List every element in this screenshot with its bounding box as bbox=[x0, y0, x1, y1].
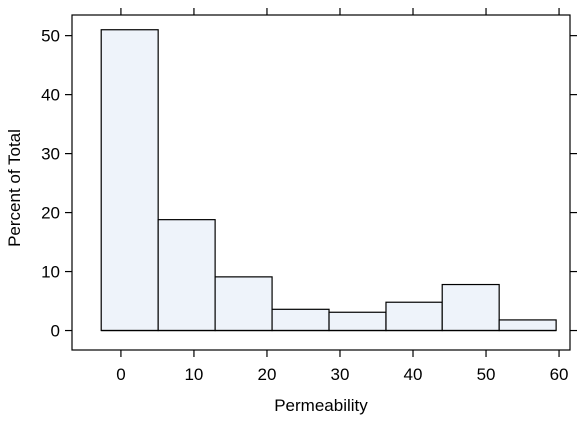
x-tick-label-0: 0 bbox=[116, 365, 125, 384]
histogram-bar-5 bbox=[328, 311, 387, 332]
x-tick-label-30: 30 bbox=[331, 365, 350, 384]
x-tick-label-40: 40 bbox=[404, 365, 423, 384]
histogram-bar-6 bbox=[385, 301, 443, 332]
x-tick-label-10: 10 bbox=[184, 365, 203, 384]
plot-area: 0 10 20 30 40 50 60 0 10 20 30 40 50 bbox=[41, 8, 577, 384]
x-tick-label-60: 60 bbox=[550, 365, 569, 384]
y-axis-title: Percent of Total bbox=[5, 129, 24, 247]
x-tick-label-20: 20 bbox=[258, 365, 277, 384]
histogram-bar-4 bbox=[271, 308, 330, 332]
histogram-bar-8 bbox=[498, 319, 557, 332]
y-tick-label-50: 50 bbox=[41, 27, 60, 46]
x-tick-label-50: 50 bbox=[477, 365, 496, 384]
histogram-bar-2 bbox=[157, 219, 216, 332]
y-tick-label-30: 30 bbox=[41, 145, 60, 164]
histogram-bar-1 bbox=[100, 29, 159, 332]
histogram-bar-3 bbox=[214, 276, 273, 332]
x-axis-title: Permeability bbox=[274, 396, 368, 415]
y-tick-label-10: 10 bbox=[41, 263, 60, 282]
y-tick-label-40: 40 bbox=[41, 86, 60, 105]
y-tick-label-0: 0 bbox=[51, 322, 60, 341]
histogram-bar-7 bbox=[441, 283, 500, 332]
plot-frame bbox=[71, 14, 571, 351]
y-tick-label-20: 20 bbox=[41, 204, 60, 223]
